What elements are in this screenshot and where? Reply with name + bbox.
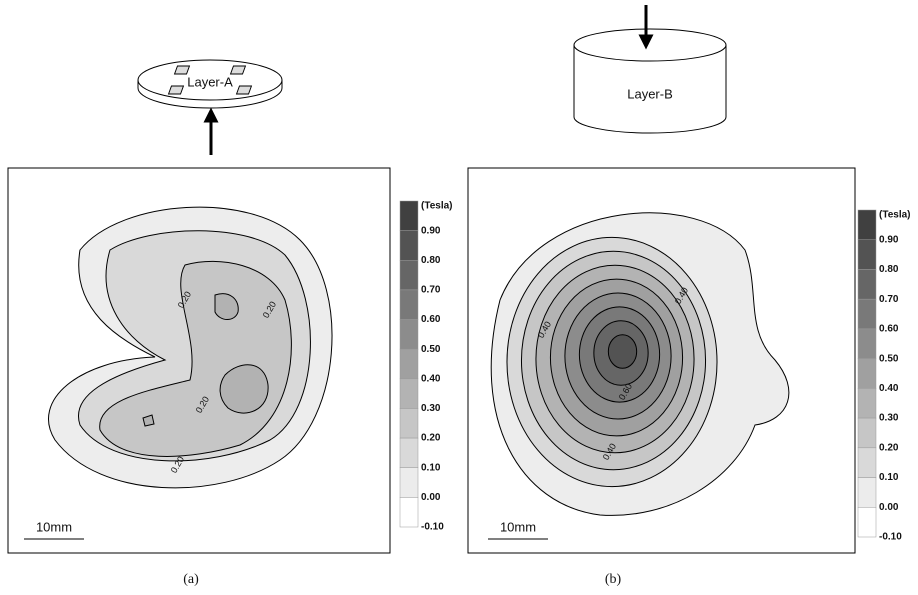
caption: (a) xyxy=(183,572,199,587)
colorbar-label: 0.40 xyxy=(421,373,441,384)
colorbar-swatch xyxy=(858,210,876,240)
contour-plot-b xyxy=(468,168,855,553)
colorbar-swatch xyxy=(858,478,876,508)
colorbar-swatch xyxy=(858,240,876,270)
colorbar-swatch xyxy=(858,418,876,448)
colorbar-label: 0.90 xyxy=(879,234,899,245)
colorbar-swatch xyxy=(400,408,418,438)
contour-level xyxy=(608,335,636,369)
colorbar-swatch xyxy=(858,269,876,299)
colorbar-swatch xyxy=(400,320,418,350)
device-label: Layer-A xyxy=(187,74,233,89)
colorbar-swatch xyxy=(400,231,418,261)
colorbar-swatch xyxy=(400,349,418,379)
colorbar-swatch xyxy=(400,290,418,320)
colorbar-swatch xyxy=(400,260,418,290)
colorbar-label: 0.40 xyxy=(879,383,899,394)
contour-plot-a xyxy=(8,168,390,553)
colorbar-label: 0.80 xyxy=(879,264,899,275)
caption: (b) xyxy=(605,572,622,587)
colorbar-label: 0.80 xyxy=(421,255,441,266)
colorbar-label: 0.60 xyxy=(879,324,899,335)
colorbar-label: -0.10 xyxy=(421,522,444,533)
colorbar-swatch xyxy=(400,379,418,409)
colorbar-label: 0.10 xyxy=(879,472,899,483)
colorbar-label: 0.60 xyxy=(421,314,441,325)
colorbar-label: 0.00 xyxy=(879,502,899,513)
colorbar-swatch xyxy=(400,438,418,468)
colorbar-swatch xyxy=(858,329,876,359)
colorbar-unit: (Tesla) xyxy=(421,201,453,212)
colorbar-swatch xyxy=(400,497,418,527)
colorbar-swatch xyxy=(858,448,876,478)
device-a: Layer-A xyxy=(138,60,282,155)
colorbar-label: 0.50 xyxy=(421,344,441,355)
colorbar-label: 0.10 xyxy=(421,462,441,473)
colorbar-unit: (Tesla) xyxy=(879,210,911,221)
colorbar-label: 0.50 xyxy=(879,353,899,364)
colorbar-label: 0.00 xyxy=(421,492,441,503)
colorbar-swatch xyxy=(400,468,418,498)
colorbar-label: 0.30 xyxy=(879,413,899,424)
device-label: Layer-B xyxy=(627,86,673,101)
colorbar-swatch xyxy=(858,507,876,537)
colorbar-swatch xyxy=(858,299,876,329)
colorbar-label: 0.30 xyxy=(421,403,441,414)
scale-bar-label: 10mm xyxy=(36,519,72,534)
colorbar-label: 0.70 xyxy=(879,294,899,305)
colorbar-label: 0.70 xyxy=(421,285,441,296)
figure: Layer-A Layer-B 0.90 0.80 0.70 0.60 0.50 0.40… xyxy=(0,0,918,595)
colorbar-swatch xyxy=(858,359,876,389)
scale-bar-label: 10mm xyxy=(500,519,536,534)
colorbar-label: -0.10 xyxy=(879,532,902,543)
device-b: Layer-B xyxy=(574,5,726,133)
colorbar-label: 0.20 xyxy=(421,433,441,444)
colorbar-swatch xyxy=(858,388,876,418)
colorbar-label: 0.90 xyxy=(421,225,441,236)
colorbar-swatch xyxy=(400,201,418,231)
colorbar-label: 0.20 xyxy=(879,442,899,453)
